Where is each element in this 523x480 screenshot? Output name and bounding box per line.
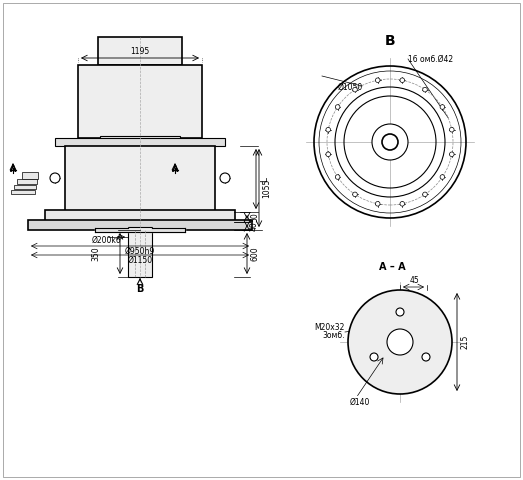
Text: Ø140: Ø140 bbox=[350, 398, 370, 407]
Circle shape bbox=[372, 124, 408, 160]
Text: Ø1150: Ø1150 bbox=[128, 256, 153, 265]
Circle shape bbox=[348, 290, 452, 394]
Text: Ø950h9: Ø950h9 bbox=[125, 247, 155, 256]
Circle shape bbox=[353, 87, 357, 92]
Circle shape bbox=[423, 192, 427, 197]
Circle shape bbox=[440, 175, 445, 180]
Circle shape bbox=[353, 192, 357, 197]
Text: 16 омб.Ø42: 16 омб.Ø42 bbox=[408, 55, 453, 63]
Text: B: B bbox=[137, 284, 144, 294]
Circle shape bbox=[326, 152, 331, 156]
Bar bbox=[14, 185, 36, 189]
Circle shape bbox=[376, 78, 380, 83]
Circle shape bbox=[387, 329, 413, 355]
Circle shape bbox=[370, 353, 378, 361]
Text: L: L bbox=[260, 177, 269, 181]
Text: A: A bbox=[172, 166, 178, 175]
Bar bbox=[55, 138, 225, 146]
Circle shape bbox=[449, 152, 454, 156]
Circle shape bbox=[50, 173, 60, 183]
Circle shape bbox=[376, 202, 380, 206]
Bar bbox=[78, 65, 202, 138]
Circle shape bbox=[396, 308, 404, 316]
Circle shape bbox=[400, 202, 405, 206]
Text: A: A bbox=[10, 166, 16, 175]
Text: Ø200k6: Ø200k6 bbox=[92, 236, 122, 245]
Circle shape bbox=[423, 87, 427, 92]
Circle shape bbox=[422, 353, 430, 361]
Circle shape bbox=[335, 105, 340, 109]
Polygon shape bbox=[95, 228, 185, 232]
Text: Ø1050: Ø1050 bbox=[338, 83, 363, 92]
Circle shape bbox=[220, 173, 230, 183]
Bar bbox=[28, 220, 252, 230]
Text: 1055: 1055 bbox=[262, 178, 271, 198]
Text: 1195: 1195 bbox=[130, 47, 150, 56]
Text: 40: 40 bbox=[250, 221, 259, 231]
Bar bbox=[65, 146, 215, 212]
Text: A – A: A – A bbox=[379, 262, 405, 272]
Text: 45: 45 bbox=[409, 276, 419, 285]
Circle shape bbox=[400, 78, 405, 83]
Text: 350: 350 bbox=[91, 246, 100, 261]
Circle shape bbox=[449, 127, 454, 132]
Bar bbox=[128, 227, 152, 277]
Bar bbox=[98, 37, 182, 65]
Bar bbox=[17, 179, 37, 184]
Bar bbox=[22, 172, 38, 179]
Text: B: B bbox=[385, 34, 395, 48]
Text: 600: 600 bbox=[250, 246, 259, 261]
Text: M20x32: M20x32 bbox=[315, 324, 345, 333]
Bar bbox=[11, 190, 35, 194]
Circle shape bbox=[440, 105, 445, 109]
Circle shape bbox=[382, 134, 398, 150]
Circle shape bbox=[335, 175, 340, 180]
Text: 50: 50 bbox=[250, 212, 259, 222]
Bar bbox=[100, 136, 180, 144]
Text: 215: 215 bbox=[461, 335, 470, 349]
Text: 3омб.: 3омб. bbox=[323, 332, 345, 340]
Circle shape bbox=[326, 127, 331, 132]
Bar bbox=[45, 210, 235, 222]
